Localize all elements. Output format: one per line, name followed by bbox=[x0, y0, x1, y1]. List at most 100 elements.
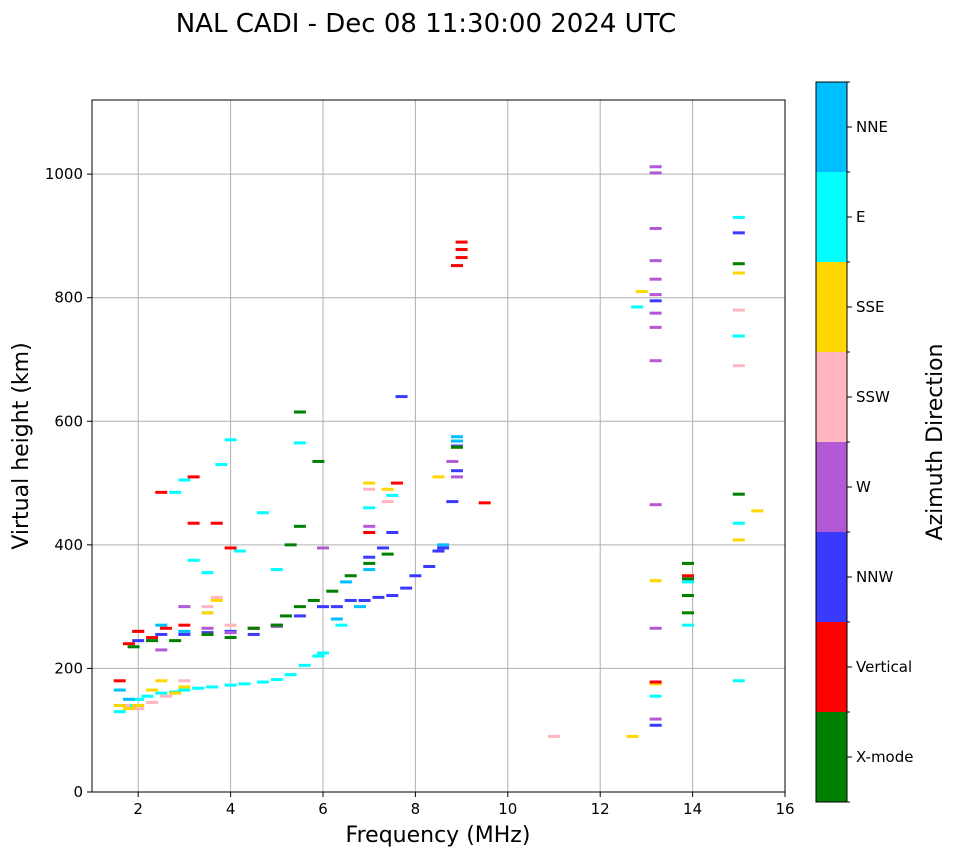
data-point bbox=[363, 481, 376, 485]
grid bbox=[92, 100, 786, 793]
data-point bbox=[732, 334, 745, 338]
data-point bbox=[649, 626, 662, 630]
data-point bbox=[446, 459, 459, 463]
data-point bbox=[363, 524, 376, 528]
data-point bbox=[386, 594, 399, 598]
data-point bbox=[113, 679, 126, 683]
data-point bbox=[187, 558, 200, 562]
data-point bbox=[751, 509, 764, 513]
data-point bbox=[312, 654, 325, 658]
data-point bbox=[132, 707, 145, 711]
data-point bbox=[446, 500, 459, 504]
colorbar-segment bbox=[816, 262, 847, 352]
colorbar-tick-label: NNW bbox=[856, 568, 893, 586]
data-point bbox=[187, 475, 200, 479]
data-point bbox=[192, 686, 205, 690]
y-tick-label: 400 bbox=[54, 536, 83, 554]
data-point bbox=[455, 248, 468, 252]
x-tick-label: 16 bbox=[775, 800, 794, 818]
data-point bbox=[681, 580, 694, 584]
data-point bbox=[450, 469, 463, 473]
data-point bbox=[386, 493, 399, 497]
x-tick-label: 2 bbox=[133, 800, 143, 818]
data-point bbox=[732, 262, 745, 266]
data-point bbox=[132, 629, 145, 633]
data-point bbox=[395, 395, 408, 399]
data-point bbox=[548, 734, 560, 738]
data-point bbox=[146, 636, 159, 640]
colorbar-tick-label: E bbox=[856, 208, 865, 226]
data-point bbox=[155, 632, 168, 636]
colorbar: X-mode Vertical NNW W SSW SSE E NNE bbox=[815, 81, 913, 803]
series-x-mode bbox=[127, 262, 745, 649]
colorbar-tick-label: SSE bbox=[856, 298, 885, 316]
colorbar-segment bbox=[816, 532, 847, 622]
data-point bbox=[649, 165, 662, 169]
data-point bbox=[201, 626, 214, 630]
data-point bbox=[224, 546, 237, 550]
data-point bbox=[372, 595, 385, 599]
data-point bbox=[635, 290, 648, 294]
data-point bbox=[681, 623, 694, 627]
data-point bbox=[178, 605, 191, 609]
data-point bbox=[340, 580, 353, 584]
data-point bbox=[113, 704, 126, 707]
x-axis: 2 4 6 8 10 12 14 16 bbox=[133, 792, 795, 818]
data-point bbox=[122, 707, 135, 711]
data-point bbox=[155, 490, 168, 494]
colorbar-segment bbox=[816, 622, 847, 712]
data-point bbox=[206, 685, 219, 689]
x-tick-label: 8 bbox=[411, 800, 421, 818]
data-point bbox=[307, 598, 320, 602]
y-axis: 0 200 400 600 800 1000 bbox=[45, 165, 92, 801]
series-e bbox=[113, 215, 745, 714]
x-tick-label: 4 bbox=[226, 800, 236, 818]
data-point bbox=[450, 445, 463, 449]
data-point bbox=[478, 501, 491, 505]
data-point bbox=[178, 688, 191, 692]
data-point bbox=[358, 598, 371, 602]
data-point bbox=[381, 487, 394, 491]
data-point bbox=[280, 614, 293, 618]
data-point bbox=[649, 717, 662, 721]
data-point bbox=[146, 700, 159, 704]
data-point bbox=[363, 487, 376, 491]
data-point bbox=[330, 605, 343, 609]
colorbar-label: Azimuth Direction bbox=[923, 343, 948, 540]
data-point bbox=[132, 697, 145, 701]
data-point bbox=[169, 490, 182, 494]
data-point bbox=[256, 511, 269, 515]
data-point bbox=[450, 439, 463, 443]
data-point bbox=[681, 611, 694, 615]
data-point bbox=[178, 632, 191, 636]
data-point bbox=[201, 571, 214, 575]
data-point bbox=[224, 623, 237, 627]
data-point bbox=[238, 682, 251, 686]
data-point bbox=[400, 586, 413, 590]
data-point bbox=[732, 308, 745, 312]
data-point bbox=[681, 594, 694, 598]
x-axis-label: Frequency (MHz) bbox=[346, 823, 531, 848]
data-point bbox=[732, 364, 745, 368]
series-nnw bbox=[132, 231, 745, 727]
data-point bbox=[649, 723, 662, 727]
data-point bbox=[155, 691, 168, 695]
data-point bbox=[681, 574, 694, 578]
data-point bbox=[649, 277, 662, 281]
data-point bbox=[284, 543, 297, 547]
data-points bbox=[113, 165, 764, 738]
data-point bbox=[215, 463, 228, 467]
data-point bbox=[363, 568, 376, 572]
data-point bbox=[141, 694, 154, 698]
y-tick-label: 200 bbox=[54, 659, 83, 677]
data-point bbox=[317, 546, 329, 550]
data-point bbox=[312, 459, 325, 463]
data-point bbox=[732, 679, 745, 683]
data-point bbox=[455, 240, 468, 244]
series-w bbox=[132, 165, 662, 721]
data-point bbox=[298, 663, 311, 667]
x-tick-label: 12 bbox=[591, 800, 610, 818]
data-point bbox=[335, 623, 348, 627]
data-point bbox=[732, 271, 745, 275]
